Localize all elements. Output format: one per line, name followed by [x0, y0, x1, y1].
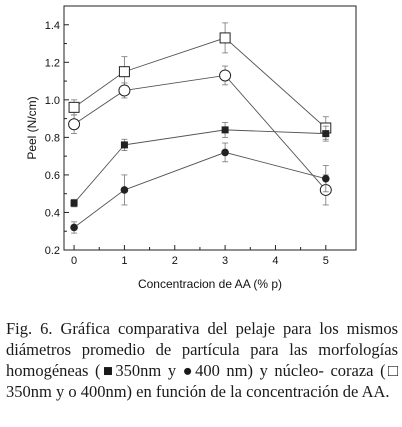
data-point	[70, 223, 78, 232]
x-tick-label: 1	[121, 255, 127, 267]
series-line	[73, 151, 326, 228]
data-point	[221, 126, 229, 134]
series-line	[73, 129, 326, 204]
x-tick-label: 0	[71, 255, 77, 267]
data-point	[70, 199, 78, 207]
peel-chart: 0 1 2 3 4 5 0.2 0.4 0.6 0.8 1.0 1.2 1.4 Concentraci…	[25, 5, 357, 291]
data-point	[68, 101, 80, 113]
x-axis-title: Concentracion de AA (% p)	[138, 277, 282, 291]
data-point	[120, 141, 128, 149]
y-axis-title: Peel (N/cm)	[25, 96, 39, 159]
series-layer	[68, 22, 332, 234]
x-tick-label: 2	[172, 255, 178, 267]
data-point	[322, 130, 330, 138]
data-point	[219, 32, 231, 44]
x-axis: 0 1 2 3 4 5	[71, 245, 329, 267]
y-tick-label: 1.0	[45, 95, 60, 107]
data-point	[118, 84, 131, 97]
data-point	[221, 148, 229, 157]
y-tick-label: 0.8	[45, 132, 60, 144]
data-point	[321, 174, 330, 183]
y-tick-label: 1.4	[45, 20, 60, 32]
series-filled-square	[70, 121, 330, 208]
series-line	[73, 37, 327, 129]
data-point	[68, 118, 81, 131]
plot-frame	[63, 5, 357, 251]
x-tick-label: 5	[323, 255, 329, 267]
data-point	[219, 69, 232, 82]
series-open-square	[68, 22, 332, 140]
series-filled-circle	[70, 142, 330, 234]
series-line	[73, 74, 327, 191]
y-tick-label: 1.2	[45, 57, 60, 69]
y-tick-label: 0.6	[45, 170, 60, 182]
x-tick-label: 4	[272, 255, 278, 267]
y-axis: 0.2 0.4 0.6 0.8 1.0 1.2 1.4	[45, 5, 69, 257]
figure-caption: Fig. 6. Gráfica comparativa del pelaje p…	[6, 319, 398, 401]
data-point	[120, 186, 129, 194]
series-open-circle	[68, 65, 332, 206]
x-tick-label: 3	[222, 255, 228, 267]
data-point	[118, 66, 130, 78]
y-tick-label: 0.2	[45, 245, 60, 257]
y-tick-label: 0.4	[45, 207, 60, 219]
